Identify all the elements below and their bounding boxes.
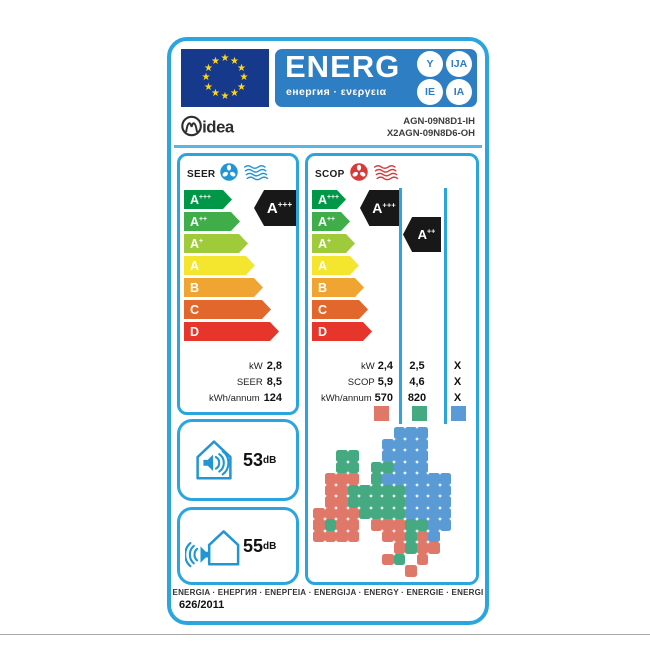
energy-class-arrow-appp: A+++ xyxy=(312,190,346,209)
seer-values: kW 2,8 SEER 8,5 kWh/annum 124 xyxy=(180,358,282,406)
outdoor-noise-icon xyxy=(184,517,243,576)
outdoor-noise-value: 55 xyxy=(243,535,264,556)
eu-flag-icon: ★ ★ ★ ★ ★ ★ ★ ★ ★ ★ ★ ★ xyxy=(181,49,269,107)
indoor-noise-icon xyxy=(185,431,243,490)
language-suffix-circles: Y IJA IE IA xyxy=(417,51,472,105)
midea-m-icon xyxy=(185,122,198,133)
scop-title: SCOP xyxy=(315,169,345,180)
warmer-zone-swatch xyxy=(374,406,389,421)
suffix-circle-y: Y xyxy=(417,51,443,77)
energy-class-arrow-ap: A+ xyxy=(184,234,248,253)
energy-class-arrow-d: D xyxy=(312,322,372,341)
page-edge-line xyxy=(0,634,650,635)
scop-panel: SCOP A+++ A+ xyxy=(305,153,479,585)
indoor-noise-unit: dB xyxy=(263,454,277,466)
energ-word: ENERG xyxy=(285,49,401,84)
energ-banner: ENERG енергия · ενεργεια Y IJA IE IA xyxy=(275,49,477,107)
energ-subtitle: енергия · ενεργεια xyxy=(286,86,387,98)
scop-class-scale: A+++ A++ A+ A B C D xyxy=(312,190,372,344)
indoor-noise-box: 53 dB xyxy=(177,419,299,501)
midea-circle-icon xyxy=(181,115,202,137)
midea-logo: idea xyxy=(181,113,269,144)
energy-words: ENERGIA · ЕНЕРГИЯ · ΕΝΕΡΓΕΙΑ · ENERGIJA … xyxy=(172,588,484,597)
scop-kwh-row: kWh/annum 570 820 X xyxy=(320,392,462,404)
energy-class-arrow-c: C xyxy=(312,300,368,319)
energy-class-arrow-a: A xyxy=(184,256,255,275)
regulation-number: 626/2011 xyxy=(179,599,225,611)
seer-rating-pointer: A+++ xyxy=(254,190,296,226)
scop-warmer-rating-pointer: A+++ xyxy=(360,190,399,226)
seer-kw-row: kW 2,8 xyxy=(248,360,282,372)
seer-eff-row: SEER 8,5 xyxy=(236,376,282,388)
scop-average-rating-pointer: A++ xyxy=(403,217,441,252)
cooling-fan-icon xyxy=(219,162,239,187)
energy-class-arrow-appp: A+++ xyxy=(184,190,232,209)
warm-air-waves-icon xyxy=(373,164,400,186)
colder-zone-swatch xyxy=(451,406,466,421)
energy-class-arrow-a: A xyxy=(312,256,359,275)
scop-eff-row: SCOP 5,9 4,6 X xyxy=(347,376,462,388)
model-outdoor-unit: X2AGN-09N8D6-OH xyxy=(386,128,475,139)
average-zone-swatch xyxy=(412,406,427,421)
seer-panel: SEER A+++ A+ xyxy=(177,153,299,415)
energy-class-arrow-app: A++ xyxy=(184,212,240,231)
indoor-noise-value: 53 xyxy=(243,449,264,470)
suffix-circle-ie: IE xyxy=(417,79,443,105)
zone-divider-1 xyxy=(399,188,402,424)
zone-divider-2 xyxy=(444,188,447,424)
outdoor-noise-box: 55 dB xyxy=(177,507,299,585)
header-divider xyxy=(174,145,482,148)
suffix-circle-ija: IJA xyxy=(446,51,472,77)
brand-wordmark-text: idea xyxy=(202,118,235,137)
energy-class-arrow-b: B xyxy=(184,278,263,297)
heating-fan-icon xyxy=(349,162,369,187)
energy-class-arrow-ap: A+ xyxy=(312,234,355,253)
scop-values: kW 2,4 2,5 X SCOP 5,9 4,6 X kWh/annum 570 8… xyxy=(308,358,476,406)
scop-kw-row: kW 2,4 2,5 X xyxy=(360,360,462,372)
cool-air-waves-icon xyxy=(243,164,270,186)
europe-climate-map xyxy=(313,427,475,579)
energy-class-arrow-d: D xyxy=(184,322,279,341)
energy-class-arrow-b: B xyxy=(312,278,364,297)
model-numbers: AGN-09N8D1-IH X2AGN-09N8D6-OH xyxy=(387,116,475,140)
energy-class-arrow-app: A++ xyxy=(312,212,350,231)
outdoor-noise-unit: dB xyxy=(263,540,277,552)
energy-class-arrow-c: C xyxy=(184,300,271,319)
seer-kwh-row: kWh/annum 124 xyxy=(208,392,282,404)
seer-title: SEER xyxy=(187,169,216,180)
energy-label: ★ ★ ★ ★ ★ ★ ★ ★ ★ ★ ★ ★ ENERG енергия · ενεργεια Y … xyxy=(167,37,489,625)
suffix-circle-ia: IA xyxy=(446,79,472,105)
model-indoor-unit: AGN-09N8D1-IH xyxy=(403,116,475,127)
seer-class-scale: A+++ A++ A+ A B C D xyxy=(184,190,279,344)
